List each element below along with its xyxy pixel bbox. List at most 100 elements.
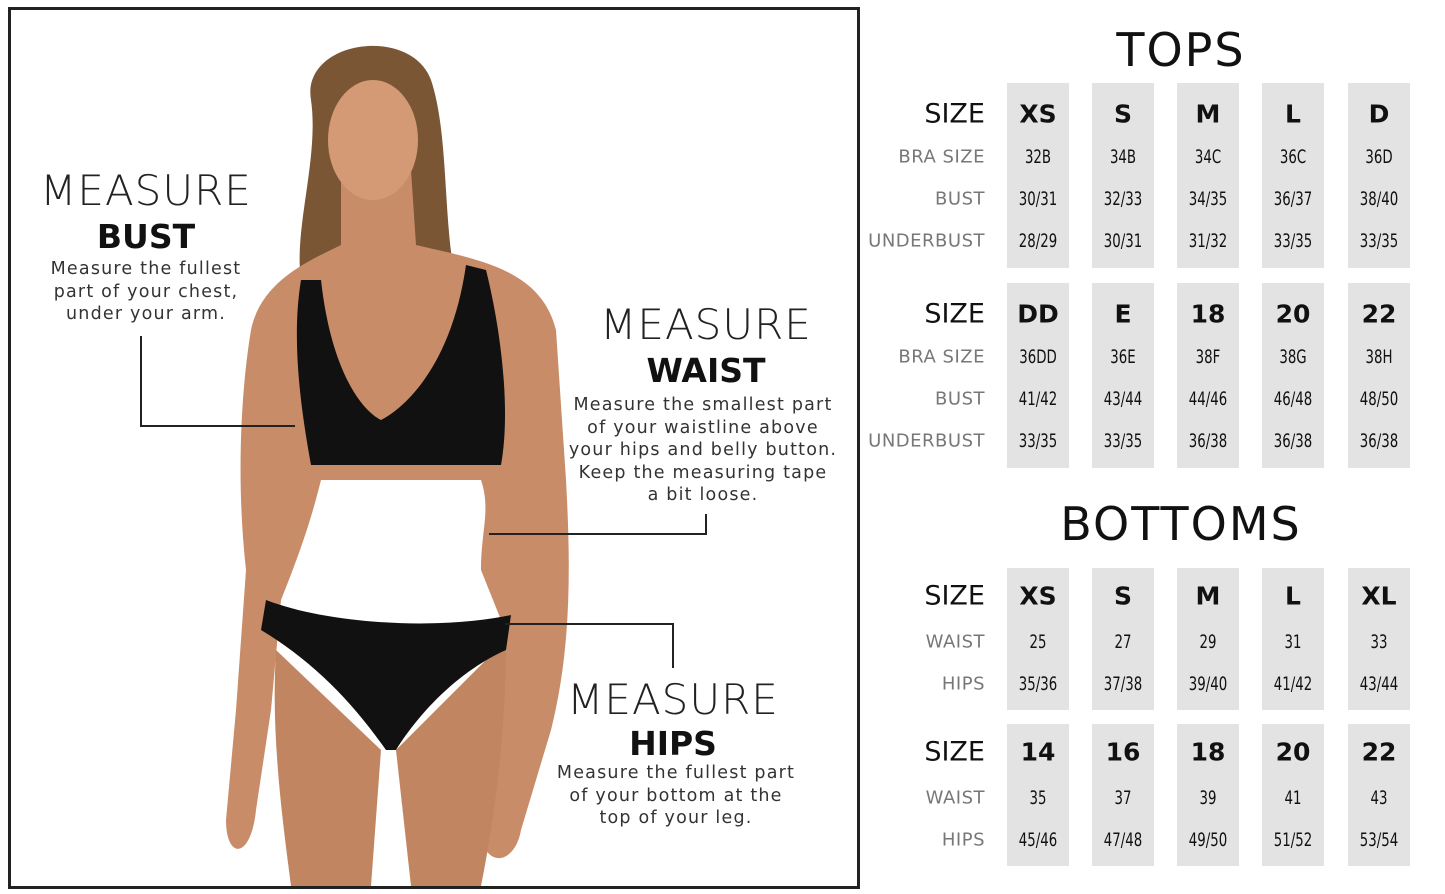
size-column — [1007, 283, 1069, 468]
tops-underbust-value: 30/31 — [1103, 230, 1143, 252]
tops-row-label: SIZE — [924, 98, 985, 130]
size-column — [1262, 724, 1324, 866]
waist-measure-heading: MEASURE — [600, 300, 812, 349]
tops-bra-size-value: 34C — [1194, 146, 1222, 168]
size-column — [1348, 83, 1410, 268]
waist-leader-line — [705, 514, 707, 534]
bottoms-title: BOTTOMS — [1060, 497, 1302, 551]
waist-label: WAIST — [646, 351, 766, 390]
bottoms-waist-value: 39 — [1199, 787, 1217, 809]
size-column — [1092, 83, 1154, 268]
size-column — [1092, 283, 1154, 468]
size-column — [1007, 83, 1069, 268]
tops-underbust-value: 33/35 — [1103, 430, 1143, 452]
bottoms-waist-value: 35 — [1029, 787, 1047, 809]
size-column — [1007, 568, 1069, 710]
measurement-guide-panel: MEASURE BUST Measure the fullest part of… — [8, 7, 860, 889]
tops-underbust-value: 36/38 — [1359, 430, 1399, 452]
tops-size-header: 22 — [1361, 299, 1397, 329]
tops-bra-size-value: 38H — [1365, 346, 1393, 368]
tops-underbust-value: 31/32 — [1188, 230, 1228, 252]
tops-bust-value: 30/31 — [1018, 188, 1058, 210]
tops-bra-size-value: 36DD — [1019, 346, 1057, 368]
bottoms-row-label: WAIST — [925, 787, 985, 809]
tops-bust-value: 46/48 — [1273, 388, 1313, 410]
bottoms-size-header: S — [1113, 581, 1133, 611]
tops-bust-value: 44/46 — [1188, 388, 1228, 410]
bottoms-size-header: 14 — [1020, 737, 1056, 767]
tops-bra-size-value: 32B — [1024, 146, 1052, 168]
tops-size-header: M — [1195, 99, 1221, 129]
bottoms-waist-value: 29 — [1199, 631, 1217, 653]
bottoms-row-label: HIPS — [941, 673, 985, 695]
tops-title: TOPS — [1116, 23, 1246, 77]
size-column — [1262, 83, 1324, 268]
bottoms-size-header: L — [1285, 581, 1301, 611]
bust-leader-line — [140, 336, 142, 426]
tops-underbust-value: 33/35 — [1359, 230, 1399, 252]
tops-bust-value: 38/40 — [1359, 188, 1399, 210]
bottoms-waist-value: 41 — [1284, 787, 1302, 809]
tops-row-label: UNDERBUST — [868, 230, 985, 252]
tops-underbust-value: 28/29 — [1018, 230, 1058, 252]
bottoms-size-header: 20 — [1275, 737, 1311, 767]
tops-row-label: BUST — [935, 388, 985, 410]
size-column — [1092, 568, 1154, 710]
bottoms-row-label: SIZE — [924, 736, 985, 768]
bottoms-size-header: M — [1195, 581, 1221, 611]
size-column — [1348, 724, 1410, 866]
tops-row-label: SIZE — [924, 298, 985, 330]
size-column — [1177, 283, 1239, 468]
bottoms-size-header: 16 — [1105, 737, 1141, 767]
bottoms-hips-value: 47/48 — [1103, 829, 1143, 851]
tops-underbust-value: 36/38 — [1273, 430, 1313, 452]
bottoms-hips-value: 53/54 — [1359, 829, 1399, 851]
tops-underbust-value: 33/35 — [1018, 430, 1058, 452]
tops-row-label: UNDERBUST — [868, 430, 985, 452]
size-column — [1262, 568, 1324, 710]
bottoms-hips-value: 45/46 — [1018, 829, 1058, 851]
bottoms-row-label: SIZE — [924, 580, 985, 612]
hips-label: HIPS — [629, 724, 717, 763]
tops-size-header: DD — [1017, 299, 1059, 329]
tops-underbust-value: 33/35 — [1273, 230, 1313, 252]
bottoms-hips-value: 41/42 — [1273, 673, 1313, 695]
hips-description: Measure the fullest part of your bottom … — [556, 763, 796, 828]
bust-description: Measure the fullest part of your chest, … — [50, 259, 242, 324]
tops-bra-size-value: 36D — [1365, 146, 1393, 168]
size-column — [1177, 568, 1239, 710]
bottoms-hips-value: 39/40 — [1188, 673, 1228, 695]
bottoms-hips-value: 49/50 — [1188, 829, 1228, 851]
bottoms-row-label: WAIST — [925, 631, 985, 653]
tops-size-header: 18 — [1190, 299, 1226, 329]
tops-bra-size-value: 36E — [1110, 346, 1136, 368]
tops-bra-size-value: 38G — [1279, 346, 1307, 368]
tops-bust-value: 41/42 — [1018, 388, 1058, 410]
tops-size-header: L — [1285, 99, 1301, 129]
bottoms-waist-value: 37 — [1114, 787, 1132, 809]
bottoms-hips-value: 35/36 — [1018, 673, 1058, 695]
model-photo — [226, 45, 569, 886]
hips-leader-line — [672, 623, 674, 668]
tops-size-header: D — [1368, 99, 1390, 129]
size-column — [1348, 568, 1410, 710]
bottoms-size-header: XS — [1019, 581, 1057, 611]
bottoms-size-header: 18 — [1190, 737, 1226, 767]
tops-bust-value: 34/35 — [1188, 188, 1228, 210]
tops-row-label: BRA SIZE — [898, 146, 985, 168]
tops-row-label: BRA SIZE — [898, 346, 985, 368]
bottoms-size-header: XL — [1361, 581, 1397, 611]
hips-measure-heading: MEASURE — [567, 675, 779, 724]
tops-size-header: S — [1113, 99, 1133, 129]
waist-leader-line-h — [489, 533, 707, 535]
size-column — [1007, 724, 1069, 866]
size-column — [1177, 83, 1239, 268]
tops-underbust-value: 36/38 — [1188, 430, 1228, 452]
tops-size-header: 20 — [1275, 299, 1311, 329]
waist-description: Measure the smallest part of your waistl… — [568, 395, 838, 505]
tops-row-label: BUST — [935, 188, 985, 210]
size-column — [1348, 283, 1410, 468]
bottoms-hips-value: 37/38 — [1103, 673, 1143, 695]
bust-label: BUST — [96, 217, 196, 256]
tops-bust-value: 32/33 — [1103, 188, 1143, 210]
